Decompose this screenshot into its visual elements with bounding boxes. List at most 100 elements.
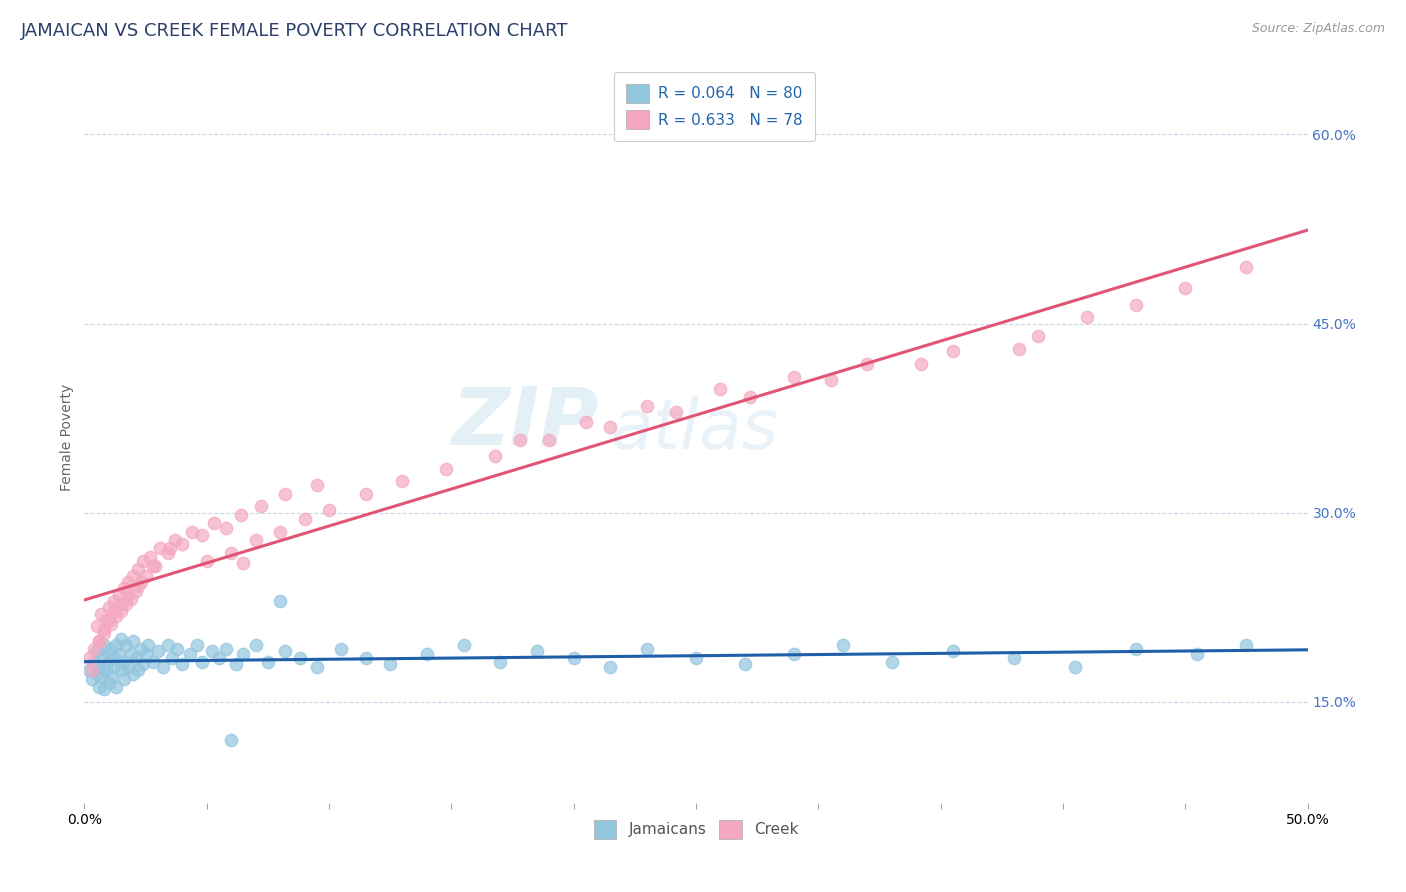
Point: [509, 433, 531, 447]
Point: [1002, 650, 1025, 665]
Point: [880, 655, 903, 669]
Point: [1076, 310, 1098, 325]
Point: [122, 569, 145, 583]
Point: [208, 650, 231, 665]
Point: [122, 634, 145, 648]
Point: [156, 546, 179, 560]
Point: [186, 638, 208, 652]
Point: [110, 632, 132, 646]
Point: [191, 655, 214, 669]
Point: [112, 582, 135, 596]
Point: [599, 420, 621, 434]
Point: [562, 650, 585, 665]
Point: [1187, 647, 1209, 661]
Point: [156, 638, 179, 652]
Point: [93, 625, 115, 640]
Point: [294, 512, 316, 526]
Point: [274, 644, 297, 658]
Point: [257, 655, 280, 669]
Point: [269, 524, 291, 539]
Point: [80, 664, 103, 678]
Point: [112, 655, 135, 669]
Point: [436, 461, 458, 475]
Point: [125, 583, 148, 598]
Point: [166, 642, 188, 657]
Point: [354, 650, 377, 665]
Point: [783, 647, 806, 661]
Point: [83, 655, 105, 669]
Point: [172, 537, 194, 551]
Point: [97, 613, 120, 627]
Point: [245, 533, 267, 548]
Point: [115, 597, 138, 611]
Point: [274, 487, 297, 501]
Point: [1125, 642, 1147, 657]
Point: [734, 657, 756, 671]
Point: [200, 644, 222, 658]
Point: [135, 569, 157, 583]
Point: [103, 604, 125, 618]
Point: [127, 562, 149, 576]
Point: [103, 594, 125, 608]
Text: atlas: atlas: [610, 396, 779, 463]
Point: [103, 659, 125, 673]
Point: [489, 655, 512, 669]
Point: [87, 634, 110, 648]
Point: [122, 667, 145, 681]
Point: [152, 659, 174, 673]
Text: JAMAICAN VS CREEK FEMALE POVERTY CORRELATION CHART: JAMAICAN VS CREEK FEMALE POVERTY CORRELA…: [21, 22, 568, 40]
Point: [354, 487, 377, 501]
Point: [110, 597, 132, 611]
Point: [105, 638, 128, 652]
Point: [86, 667, 108, 681]
Point: [100, 642, 122, 657]
Point: [1008, 342, 1031, 356]
Point: [1064, 659, 1087, 673]
Point: [416, 647, 439, 661]
Point: [90, 670, 112, 684]
Point: [90, 650, 112, 665]
Point: [159, 541, 181, 555]
Point: [83, 642, 105, 657]
Point: [96, 664, 118, 678]
Point: [599, 659, 621, 673]
Point: [132, 554, 155, 568]
Point: [97, 600, 120, 615]
Point: [112, 672, 135, 686]
Point: [229, 508, 252, 523]
Point: [107, 647, 129, 661]
Point: [117, 575, 139, 590]
Point: [942, 644, 965, 658]
Point: [110, 664, 132, 678]
Point: [142, 655, 165, 669]
Point: [100, 616, 122, 631]
Point: [129, 575, 152, 590]
Point: [77, 664, 100, 678]
Point: [225, 657, 247, 671]
Point: [135, 647, 157, 661]
Point: [97, 676, 120, 690]
Point: [90, 607, 112, 621]
Point: [86, 644, 108, 658]
Point: [665, 405, 688, 419]
Point: [96, 657, 118, 671]
Point: [97, 647, 120, 661]
Point: [910, 357, 932, 371]
Point: [330, 642, 353, 657]
Point: [685, 650, 707, 665]
Point: [132, 657, 155, 671]
Y-axis label: Female Poverty: Female Poverty: [60, 384, 75, 491]
Point: [232, 647, 254, 661]
Point: [709, 382, 731, 396]
Point: [484, 449, 506, 463]
Point: [87, 659, 110, 673]
Point: [288, 650, 311, 665]
Point: [318, 503, 340, 517]
Point: [172, 657, 194, 671]
Point: [219, 732, 242, 747]
Point: [195, 554, 218, 568]
Point: [1174, 281, 1197, 295]
Point: [117, 588, 139, 602]
Point: [942, 344, 965, 359]
Point: [202, 516, 225, 530]
